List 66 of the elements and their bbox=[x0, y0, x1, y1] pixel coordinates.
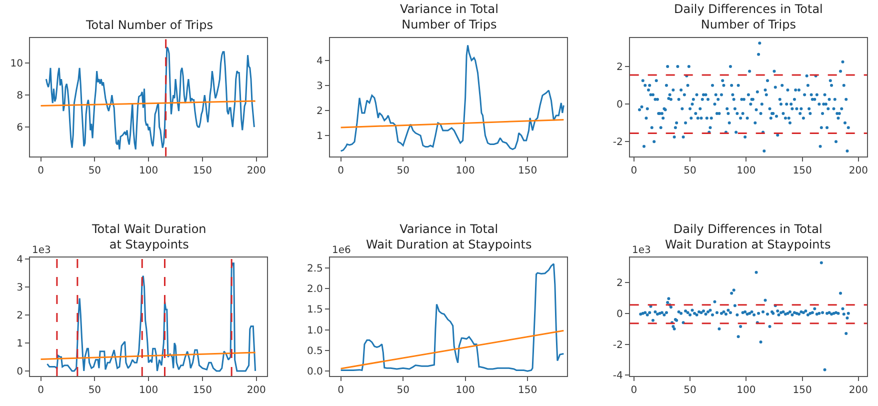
y-tick-label: 6 bbox=[16, 122, 23, 134]
x-tick-label: 150 bbox=[518, 165, 538, 176]
y-tick-label: 0 bbox=[616, 308, 623, 320]
y-tick-label: -4 bbox=[612, 370, 623, 382]
x-tick-label: 50 bbox=[396, 165, 410, 176]
y-tick-label: 0 bbox=[16, 366, 23, 378]
y-tick-label: 2 bbox=[616, 62, 623, 74]
chart-title: Total Wait Duration at Staypoints bbox=[91, 222, 206, 252]
x-tick-label: 200 bbox=[848, 385, 868, 396]
x-tick-label: 0 bbox=[630, 385, 638, 396]
chart-title: Daily Differences in Total Number of Trips bbox=[674, 2, 823, 32]
x-tick-label: 150 bbox=[518, 385, 538, 396]
y-tick-label: -2 bbox=[612, 137, 623, 148]
x-tick-label: 200 bbox=[848, 165, 868, 176]
chart-title: Daily Differences in Total Wait Duration at Staypoints bbox=[665, 222, 831, 252]
y-tick-label: 1.0 bbox=[307, 325, 323, 336]
line-series bbox=[340, 44, 564, 152]
x-tick-label: 150 bbox=[792, 165, 812, 176]
chart-title: Variance in Total Number of Trips bbox=[400, 2, 498, 32]
y-tick-label: 1 bbox=[16, 338, 23, 350]
x-tick-label: 100 bbox=[139, 165, 158, 176]
x-tick-label: 150 bbox=[192, 385, 212, 396]
text: 1e3 bbox=[32, 245, 51, 256]
x-tick-label: 150 bbox=[192, 165, 212, 176]
y-tick-label: 2 bbox=[16, 310, 23, 322]
y-tick-label: 3 bbox=[16, 282, 23, 294]
y-tick-label: 8 bbox=[16, 90, 23, 102]
x-tick-label: 50 bbox=[88, 385, 102, 396]
x-tick-label: 0 bbox=[338, 165, 344, 176]
x-tick-label: 0 bbox=[630, 165, 638, 176]
x-tick-label: 100 bbox=[456, 165, 475, 176]
y-tick-label: 0.0 bbox=[307, 366, 323, 378]
y-tick-label: 4 bbox=[16, 254, 23, 266]
x-tick-label: 100 bbox=[456, 385, 475, 396]
line-series bbox=[46, 262, 256, 372]
x-tick-label: 0 bbox=[338, 385, 344, 396]
x-tick-label: 200 bbox=[246, 385, 266, 396]
y-tick-label: 10 bbox=[10, 58, 23, 70]
y-tick-label: 2 bbox=[316, 106, 323, 117]
x-tick-label: 100 bbox=[736, 385, 756, 396]
y-tick-label: 4 bbox=[316, 56, 323, 67]
x-tick-label: 100 bbox=[139, 385, 158, 396]
x-tick-label: 200 bbox=[246, 165, 266, 176]
x-tick-label: 100 bbox=[736, 165, 756, 176]
y-tick-label: 3 bbox=[316, 80, 323, 92]
text: 1e6 bbox=[332, 245, 351, 256]
x-tick-label: 50 bbox=[396, 385, 410, 396]
line-series bbox=[45, 46, 255, 150]
y-tick-label: 2 bbox=[616, 278, 623, 289]
x-tick-label: 150 bbox=[792, 385, 812, 396]
y-tick-label: 2.5 bbox=[307, 264, 323, 274]
y-tick-label: 2.0 bbox=[307, 284, 323, 296]
x-tick-label: 50 bbox=[684, 165, 696, 176]
chart-title: Variance in Total Wait Duration at Staypoints bbox=[366, 222, 532, 252]
y-tick-label: 1.5 bbox=[307, 304, 323, 316]
x-tick-label: 50 bbox=[88, 165, 102, 176]
text: 1e3 bbox=[632, 245, 651, 256]
x-tick-label: 0 bbox=[38, 385, 44, 396]
y-tick-label: 1 bbox=[316, 131, 323, 142]
y-tick-label: 0 bbox=[616, 100, 623, 111]
x-tick-label: 0 bbox=[38, 165, 44, 176]
line-series bbox=[340, 263, 564, 372]
y-tick-label: -2 bbox=[612, 340, 623, 351]
chart-title: Total Number of Trips bbox=[85, 18, 213, 32]
y-tick-label: 0.5 bbox=[307, 346, 323, 357]
x-tick-label: 50 bbox=[684, 385, 696, 396]
